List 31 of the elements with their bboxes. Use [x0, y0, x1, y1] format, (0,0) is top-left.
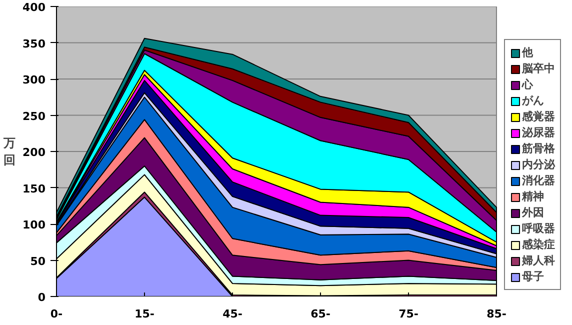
x-tick-label: 15- [134, 308, 154, 320]
legend-label: 内分泌 [522, 157, 555, 172]
legend-label: 筋骨格 [522, 141, 555, 156]
x-tick-label: 0- [50, 308, 63, 320]
legend-label: 呼吸器 [522, 221, 555, 236]
legend-label: がん [522, 93, 544, 108]
legend-label: 心 [522, 77, 534, 92]
legend-label: 母子 [522, 269, 544, 284]
y-tick-label: 250 [22, 110, 46, 123]
legend-label: 脳卒中 [522, 61, 555, 76]
x-tick-label: 45- [222, 308, 242, 320]
legend-label: 他 [522, 45, 534, 60]
y-tick-label: 150 [22, 182, 46, 196]
legend-label: 精神 [522, 189, 544, 204]
legend-label: 婦人科 [522, 253, 555, 268]
y-tick-label: 50 [30, 254, 46, 268]
y-tick-label: 0 [38, 291, 46, 304]
legend-label: 感覚器 [522, 109, 555, 124]
y-tick-label: 100 [22, 218, 46, 232]
y-axis-title: 万回 [2, 136, 16, 167]
x-tick-label: 85- [486, 308, 506, 320]
y-tick-label: 300 [22, 74, 46, 86]
legend-label: 外因 [522, 205, 544, 220]
y-tick-label: 400 [22, 1, 46, 14]
legend-label: 泌尿器 [522, 125, 555, 140]
x-tick-label: 65- [310, 308, 330, 320]
x-tick-label: 75- [398, 308, 418, 320]
y-tick-label: 200 [22, 146, 46, 159]
y-tick-label: 350 [22, 37, 46, 50]
legend-label: 消化器 [522, 173, 555, 188]
legend-label: 感染症 [522, 237, 555, 252]
